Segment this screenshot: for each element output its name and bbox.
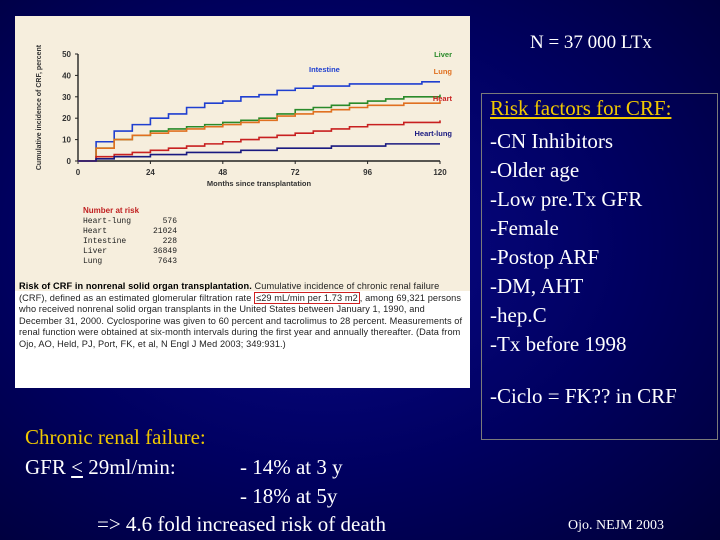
x-tick-label: 0: [76, 168, 81, 177]
x-axis-label: Months since transplantation: [207, 179, 312, 188]
stat-3y: - 14% at 3 y: [240, 455, 343, 479]
risk-row-value: 576: [162, 217, 177, 226]
series-label: Liver: [434, 50, 452, 59]
y-tick-label: 30: [62, 93, 71, 102]
risk-factor-item: -Tx before 1998: [490, 332, 627, 356]
risk-factor-item: -Older age: [490, 158, 580, 182]
series-line-heart-lung: [78, 143, 440, 162]
risk-row-value: 7643: [157, 257, 177, 266]
x-tick-label: 72: [291, 168, 300, 177]
x-tick-label: 120: [433, 168, 447, 177]
citation: Ojo. NEJM 2003: [568, 518, 665, 533]
series-label: Heart-lung: [415, 129, 453, 138]
y-tick-label: 50: [62, 50, 71, 59]
risk-factor-item: -Low pre.Tx GFR: [490, 187, 643, 211]
risk-factors-title: Risk factors for CRF:: [490, 96, 672, 120]
chart-figure: 0 24 48 72 96 120 0 10 20 30 40 50 Months since tran…: [15, 16, 470, 388]
series-label: Heart: [433, 94, 453, 103]
x-tick-label: 48: [218, 168, 227, 177]
risk-factor-item: -hep.C: [490, 303, 547, 327]
series-label: Intestine: [309, 65, 340, 74]
risk-factor-item: -Female: [490, 216, 559, 240]
x-tick-label: 24: [146, 168, 155, 177]
ciclo-note: -Ciclo = FK?? in CRF: [490, 384, 677, 408]
risk-table-row: Liver 36849: [83, 247, 177, 257]
series-label: Lung: [434, 67, 453, 76]
risk-row-label: Heart: [83, 227, 108, 236]
gfr-lt: <: [71, 455, 83, 479]
risk-row-label: Lung: [83, 257, 103, 266]
y-tick-label: 20: [62, 114, 71, 123]
risk-factors-list: -CN Inhibitors -Older age -Low pre.Tx GF…: [490, 127, 642, 359]
risk-table-row: Intestine 228: [83, 237, 177, 247]
caption-highlight: ≤29 mL/min per 1.73 m2: [254, 291, 360, 304]
y-tick-label: 40: [62, 71, 71, 80]
line-chart: 0 24 48 72 96 120 0 10 20 30 40 50 Months since tran…: [36, 44, 453, 188]
y-tick-label: 0: [67, 157, 72, 166]
caption-text-pre: Cumulative incidence of chronic renal fa…: [19, 281, 440, 303]
gfr-label: GFR < 29ml/min:: [25, 455, 176, 480]
risk-factor-item: -CN Inhibitors: [490, 129, 614, 153]
series-line-lung: [78, 101, 441, 162]
y-axis-label: Cumulative incidence of CRF, percent: [36, 44, 43, 170]
risk-table-row: Lung 7643: [83, 257, 177, 267]
risk-factor-item: -DM, AHT: [490, 274, 584, 298]
caption-text-post: , among 69,321 persons who received nonr…: [19, 292, 463, 349]
risk-row-label: Intestine: [83, 237, 127, 246]
crf-title: Chronic renal failure:: [25, 425, 206, 449]
figure-caption: Risk of CRF in nonrenal solid organ tran…: [19, 281, 467, 351]
x-tick-label: 96: [363, 168, 372, 177]
n-label: N = 37 000 LTx: [530, 32, 652, 53]
y-tick-label: 10: [62, 136, 71, 145]
risk-row-value: 21024: [152, 227, 177, 236]
stat-5y: - 18% at 5y: [240, 484, 338, 508]
risk-row-value: 36849: [152, 247, 177, 256]
risk-row-label: Liver: [83, 247, 108, 256]
risk-factors-box: [481, 93, 718, 440]
series-line-heart: [78, 120, 441, 162]
series-line-intestine: [78, 81, 440, 162]
plot-area: 0 24 48 72 96 120 0 10 20 30 40 50 Months since tran…: [15, 16, 470, 291]
gfr-label-post: 29ml/min:: [82, 455, 176, 479]
risk-table-title: Number at risk: [83, 206, 140, 215]
risk-row-value: 228: [162, 237, 177, 246]
gfr-label-pre: GFR: [25, 455, 72, 479]
risk-row-label: Heart-lung: [83, 217, 132, 226]
conclusion: => 4.6 fold increased risk of death: [97, 512, 387, 536]
number-at-risk-table: Number at risk Heart-lung 576 Heart 21024 In…: [83, 206, 177, 267]
risk-table-row: Heart 21024: [83, 227, 177, 237]
caption-title: Risk of CRF in nonrenal solid organ tran…: [19, 281, 252, 291]
risk-table-row: Heart-lung 576: [83, 217, 177, 227]
risk-factor-item: -Postop ARF: [490, 245, 600, 269]
